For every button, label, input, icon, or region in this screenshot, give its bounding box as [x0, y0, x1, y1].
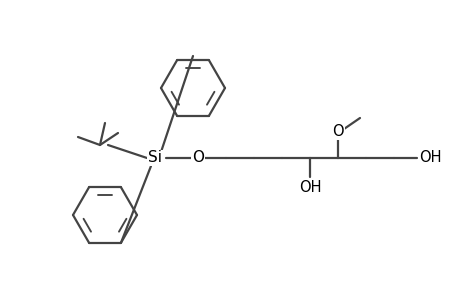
Text: OH: OH	[418, 151, 440, 166]
Text: OH: OH	[298, 181, 320, 196]
Text: Si: Si	[148, 151, 162, 166]
Text: O: O	[331, 124, 343, 140]
Text: O: O	[191, 151, 203, 166]
